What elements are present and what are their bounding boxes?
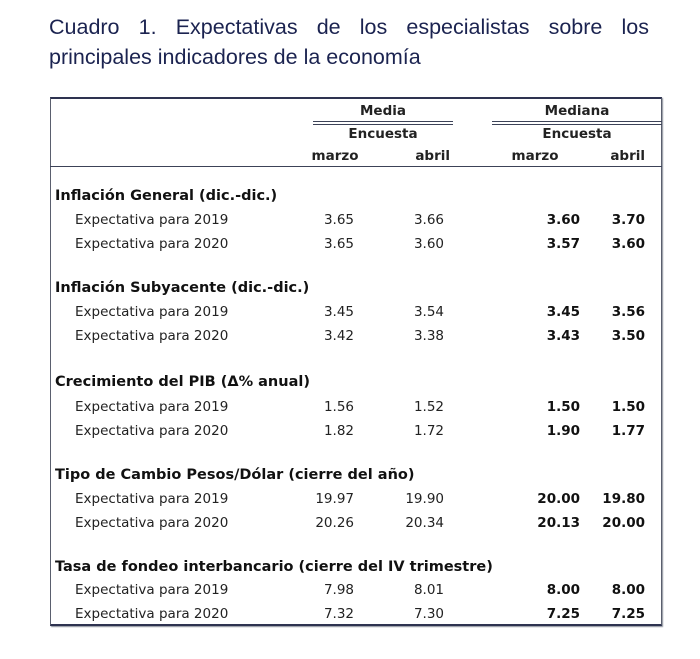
row-label: Expectativa para 2020	[75, 606, 229, 622]
media-abril-value: 3.60	[413, 236, 444, 252]
row-label: Expectativa para 2020	[75, 423, 229, 439]
col-header-media-abril: abril	[415, 148, 450, 164]
mediana-marzo-value: 3.57	[546, 236, 580, 252]
mediana-marzo-value: 20.13	[537, 515, 580, 531]
media-marzo-value: 3.65	[323, 212, 354, 228]
section-title-tipo-de-cambio: Tipo de Cambio Pesos/Dólar (cierre del a…	[55, 467, 415, 483]
media-marzo-value: 3.42	[323, 328, 354, 344]
mediana-marzo-value: 20.00	[537, 491, 580, 507]
header-encuesta-media: Encuesta	[348, 126, 418, 142]
row-label: Expectativa para 2019	[75, 491, 229, 507]
col-header-mediana-marzo: marzo	[511, 148, 559, 164]
col-header-mediana-abril: abril	[610, 148, 645, 164]
header-media: Media	[360, 103, 406, 119]
mediana-abril-value: 3.60	[611, 236, 645, 252]
media-abril-value: 8.01	[413, 582, 444, 598]
title-line-2: principales indicadores de la economía	[49, 45, 421, 69]
header-encuesta-mediana: Encuesta	[542, 126, 612, 142]
row-label: Expectativa para 2019	[75, 399, 229, 415]
mediana-abril-value: 1.50	[611, 399, 645, 415]
header-mediana-rule	[492, 121, 662, 125]
mediana-marzo-value: 3.60	[546, 212, 580, 228]
media-marzo-value: 20.26	[315, 515, 354, 531]
mediana-abril-value: 1.77	[611, 423, 645, 439]
mediana-abril-value: 7.25	[611, 606, 645, 622]
row-label: Expectativa para 2019	[75, 212, 229, 228]
mediana-abril-value: 19.80	[602, 491, 645, 507]
media-abril-value: 7.30	[413, 606, 444, 622]
media-abril-value: 1.52	[413, 399, 444, 415]
section-title-inflacion-subyacente: Inflación Subyacente (dic.-dic.)	[55, 280, 310, 296]
title-line-1: Cuadro 1. Expectativas de los especialis…	[49, 15, 649, 39]
mediana-marzo-value: 1.90	[546, 423, 580, 439]
col-header-media-marzo: marzo	[311, 148, 359, 164]
media-abril-value: 1.72	[413, 423, 444, 439]
media-abril-value: 20.34	[405, 515, 444, 531]
row-label: Expectativa para 2020	[75, 328, 229, 344]
mediana-marzo-value: 8.00	[546, 582, 580, 598]
section-title-inflacion-general: Inflación General (dic.-dic.)	[55, 188, 278, 204]
mediana-abril-value: 3.56	[611, 304, 645, 320]
media-marzo-value: 3.65	[323, 236, 354, 252]
row-label: Expectativa para 2020	[75, 236, 229, 252]
mediana-marzo-value: 3.45	[546, 304, 580, 320]
row-label: Expectativa para 2019	[75, 304, 229, 320]
section-title-tasa-de-fondeo: Tasa de fondeo interbancario (cierre del…	[55, 559, 493, 575]
media-abril-value: 3.66	[413, 212, 444, 228]
media-marzo-value: 3.45	[323, 304, 354, 320]
media-marzo-value: 19.97	[315, 491, 354, 507]
mediana-marzo-value: 3.43	[546, 328, 580, 344]
mediana-marzo-value: 7.25	[546, 606, 580, 622]
media-abril-value: 3.54	[413, 304, 444, 320]
section-title-crecimiento-pib: Crecimiento del PIB (Δ% anual)	[55, 374, 310, 390]
mediana-abril-value: 8.00	[611, 582, 645, 598]
header-bottom-rule	[50, 166, 662, 167]
media-marzo-value: 7.98	[323, 582, 354, 598]
mediana-marzo-value: 1.50	[546, 399, 580, 415]
header-mediana: Mediana	[544, 103, 610, 119]
media-marzo-value: 1.56	[323, 399, 354, 415]
media-abril-value: 3.38	[413, 328, 444, 344]
mediana-abril-value: 3.70	[611, 212, 645, 228]
expectations-table	[50, 97, 662, 626]
media-marzo-value: 1.82	[323, 423, 354, 439]
row-label: Expectativa para 2019	[75, 582, 229, 598]
mediana-abril-value: 3.50	[611, 328, 645, 344]
media-marzo-value: 7.32	[323, 606, 354, 622]
row-label: Expectativa para 2020	[75, 515, 229, 531]
header-media-rule	[313, 121, 453, 125]
document-title: Cuadro 1. Expectativas de los especialis…	[49, 12, 649, 72]
media-abril-value: 19.90	[405, 491, 444, 507]
mediana-abril-value: 20.00	[602, 515, 645, 531]
